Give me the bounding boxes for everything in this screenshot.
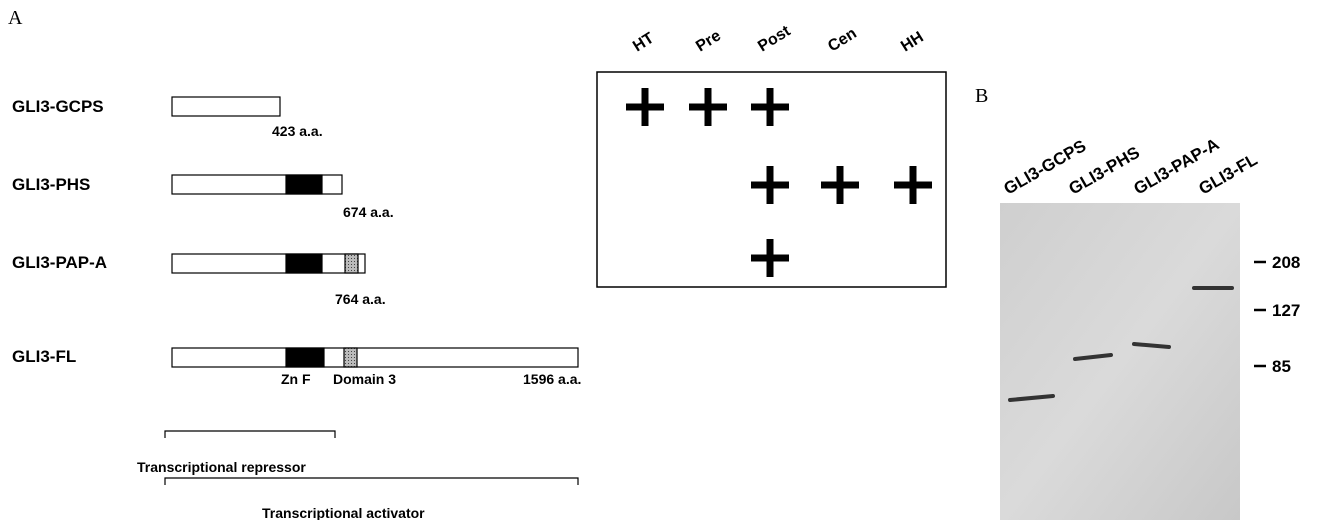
domain-label: Zn F	[281, 371, 311, 387]
plus-mark	[626, 88, 664, 126]
marker-label: 127	[1272, 301, 1300, 320]
bracket	[165, 478, 578, 485]
domain-label: Domain 3	[333, 371, 396, 387]
construct-name: GLI3-GCPS	[12, 97, 104, 116]
column-header: Pre	[693, 27, 724, 55]
column-header: Cen	[825, 25, 860, 55]
zinc-finger	[286, 254, 322, 273]
domain-3	[344, 348, 357, 367]
bracket-label: Transcriptional repressor	[137, 459, 306, 475]
zinc-finger	[286, 348, 324, 367]
bracket-label: Transcriptional activator	[262, 505, 425, 520]
construct-length: 423 a.a.	[272, 123, 323, 139]
marker-label: 85	[1272, 357, 1291, 376]
bracket	[165, 431, 335, 438]
construct-name: GLI3-PHS	[12, 175, 90, 194]
plus-mark	[751, 88, 789, 126]
gel	[1000, 203, 1240, 520]
brackets	[165, 431, 578, 485]
plus-mark	[894, 166, 932, 204]
construct-name: GLI3-FL	[12, 347, 76, 366]
domain-3	[345, 254, 358, 273]
construct-bar	[172, 348, 578, 367]
figure: A B Zn F Domain 3 Transcriptional repres…	[0, 0, 1335, 520]
construct-bars	[172, 97, 578, 367]
panel-label: A	[8, 7, 23, 29]
construct-bar	[172, 254, 365, 273]
construct-name: GLI3-PAP-A	[12, 253, 107, 272]
plus-mark	[689, 88, 727, 126]
column-header: HH	[898, 29, 927, 56]
plus-mark	[821, 166, 859, 204]
zinc-finger	[286, 175, 322, 194]
construct-length: 674 a.a.	[343, 204, 394, 220]
construct-length: 764 a.a.	[335, 291, 386, 307]
construct-length: 1596 a.a.	[523, 371, 581, 387]
column-header: HT	[630, 30, 657, 56]
column-header: Post	[755, 22, 794, 55]
construct-bar	[172, 97, 280, 116]
marker-label: 208	[1272, 253, 1300, 272]
plus-mark	[751, 166, 789, 204]
plus-mark	[751, 239, 789, 277]
panel-label: B	[975, 85, 988, 107]
